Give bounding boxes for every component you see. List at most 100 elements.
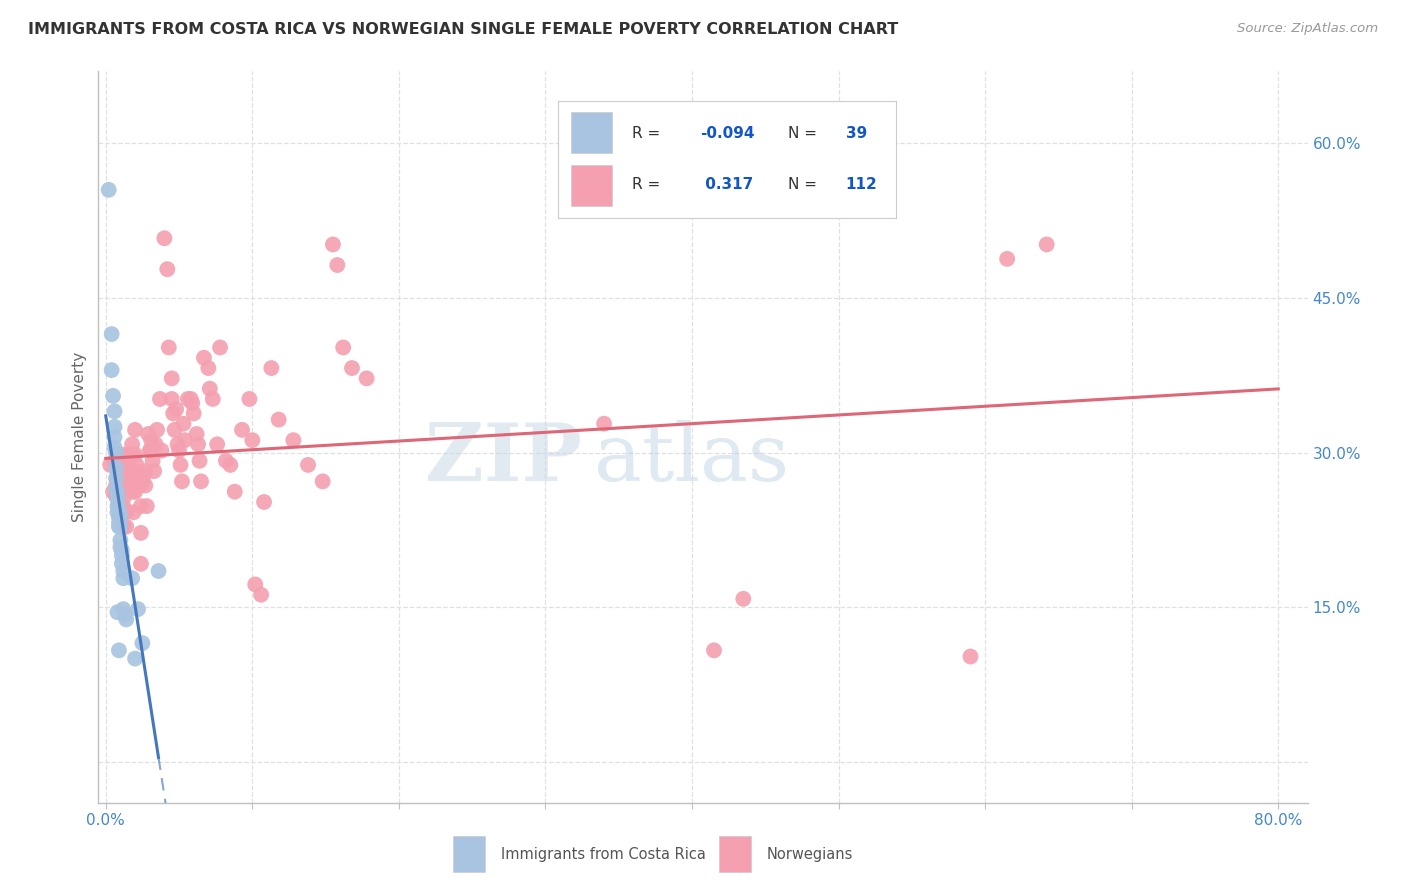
- Point: [111, 484, 134, 499]
- Point: [146, 423, 169, 437]
- Point: [134, 464, 156, 478]
- Point: [107, 505, 129, 519]
- Text: Source: ZipAtlas.com: Source: ZipAtlas.com: [1237, 22, 1378, 36]
- Point: [107, 605, 129, 619]
- Point: [326, 258, 349, 272]
- Point: [283, 433, 305, 447]
- Point: [141, 433, 163, 447]
- Point: [1035, 237, 1057, 252]
- Point: [165, 402, 187, 417]
- Point: [340, 361, 363, 376]
- Point: [238, 392, 260, 406]
- Point: [108, 509, 131, 524]
- Text: ZIP: ZIP: [425, 420, 582, 498]
- Point: [105, 482, 128, 496]
- Point: [132, 468, 155, 483]
- Point: [138, 443, 160, 458]
- Point: [267, 412, 290, 426]
- Point: [224, 484, 246, 499]
- Point: [103, 454, 125, 468]
- Point: [112, 564, 135, 578]
- Point: [107, 475, 129, 489]
- Point: [97, 183, 120, 197]
- Point: [103, 419, 125, 434]
- Point: [703, 643, 725, 657]
- Point: [148, 564, 170, 578]
- Point: [356, 371, 378, 385]
- Point: [110, 533, 132, 547]
- Point: [190, 475, 212, 489]
- Point: [112, 468, 135, 483]
- Point: [131, 636, 153, 650]
- Point: [112, 571, 135, 585]
- Point: [115, 519, 138, 533]
- Point: [129, 499, 152, 513]
- Point: [322, 237, 344, 252]
- Point: [240, 433, 263, 447]
- Point: [118, 475, 141, 489]
- Point: [167, 443, 190, 458]
- Point: [142, 454, 165, 468]
- Point: [125, 458, 148, 472]
- Y-axis label: Single Female Poverty: Single Female Poverty: [72, 352, 87, 522]
- Point: [103, 430, 125, 444]
- Point: [163, 423, 186, 437]
- Point: [110, 484, 132, 499]
- Point: [219, 458, 242, 472]
- Point: [124, 448, 146, 462]
- Text: IMMIGRANTS FROM COSTA RICA VS NORWEGIAN SINGLE FEMALE POVERTY CORRELATION CHART: IMMIGRANTS FROM COSTA RICA VS NORWEGIAN …: [28, 22, 898, 37]
- Point: [110, 499, 132, 513]
- Point: [231, 423, 253, 437]
- Point: [124, 464, 146, 478]
- Point: [160, 371, 183, 385]
- Point: [186, 427, 208, 442]
- Point: [153, 231, 176, 245]
- Point: [114, 607, 136, 622]
- Point: [117, 448, 139, 462]
- Point: [733, 591, 755, 606]
- Point: [129, 557, 152, 571]
- Point: [115, 612, 138, 626]
- Point: [108, 489, 131, 503]
- Point: [100, 363, 122, 377]
- Point: [111, 549, 134, 563]
- Point: [150, 443, 173, 458]
- Point: [122, 484, 145, 499]
- Point: [120, 475, 142, 489]
- Point: [112, 519, 135, 533]
- Point: [110, 541, 132, 555]
- Point: [111, 458, 134, 472]
- Point: [959, 649, 981, 664]
- Point: [145, 437, 167, 451]
- Point: [121, 448, 143, 462]
- Point: [198, 382, 221, 396]
- Point: [107, 499, 129, 513]
- Point: [111, 543, 134, 558]
- Point: [108, 509, 131, 524]
- Point: [100, 327, 122, 342]
- Point: [114, 448, 136, 462]
- Point: [209, 341, 232, 355]
- Point: [108, 502, 131, 516]
- Point: [128, 478, 150, 492]
- Point: [108, 519, 131, 533]
- Point: [162, 406, 184, 420]
- Point: [260, 361, 283, 376]
- Point: [107, 487, 129, 501]
- Point: [141, 443, 163, 458]
- Point: [108, 478, 131, 492]
- Point: [127, 602, 149, 616]
- Point: [117, 458, 139, 472]
- Point: [105, 489, 128, 503]
- Point: [121, 437, 143, 451]
- Point: [101, 484, 124, 499]
- Point: [135, 499, 157, 513]
- Point: [114, 468, 136, 483]
- Point: [127, 475, 149, 489]
- Point: [105, 471, 128, 485]
- Point: [250, 588, 273, 602]
- Point: [170, 475, 193, 489]
- Point: [177, 392, 200, 406]
- Point: [169, 458, 191, 472]
- Point: [111, 557, 134, 571]
